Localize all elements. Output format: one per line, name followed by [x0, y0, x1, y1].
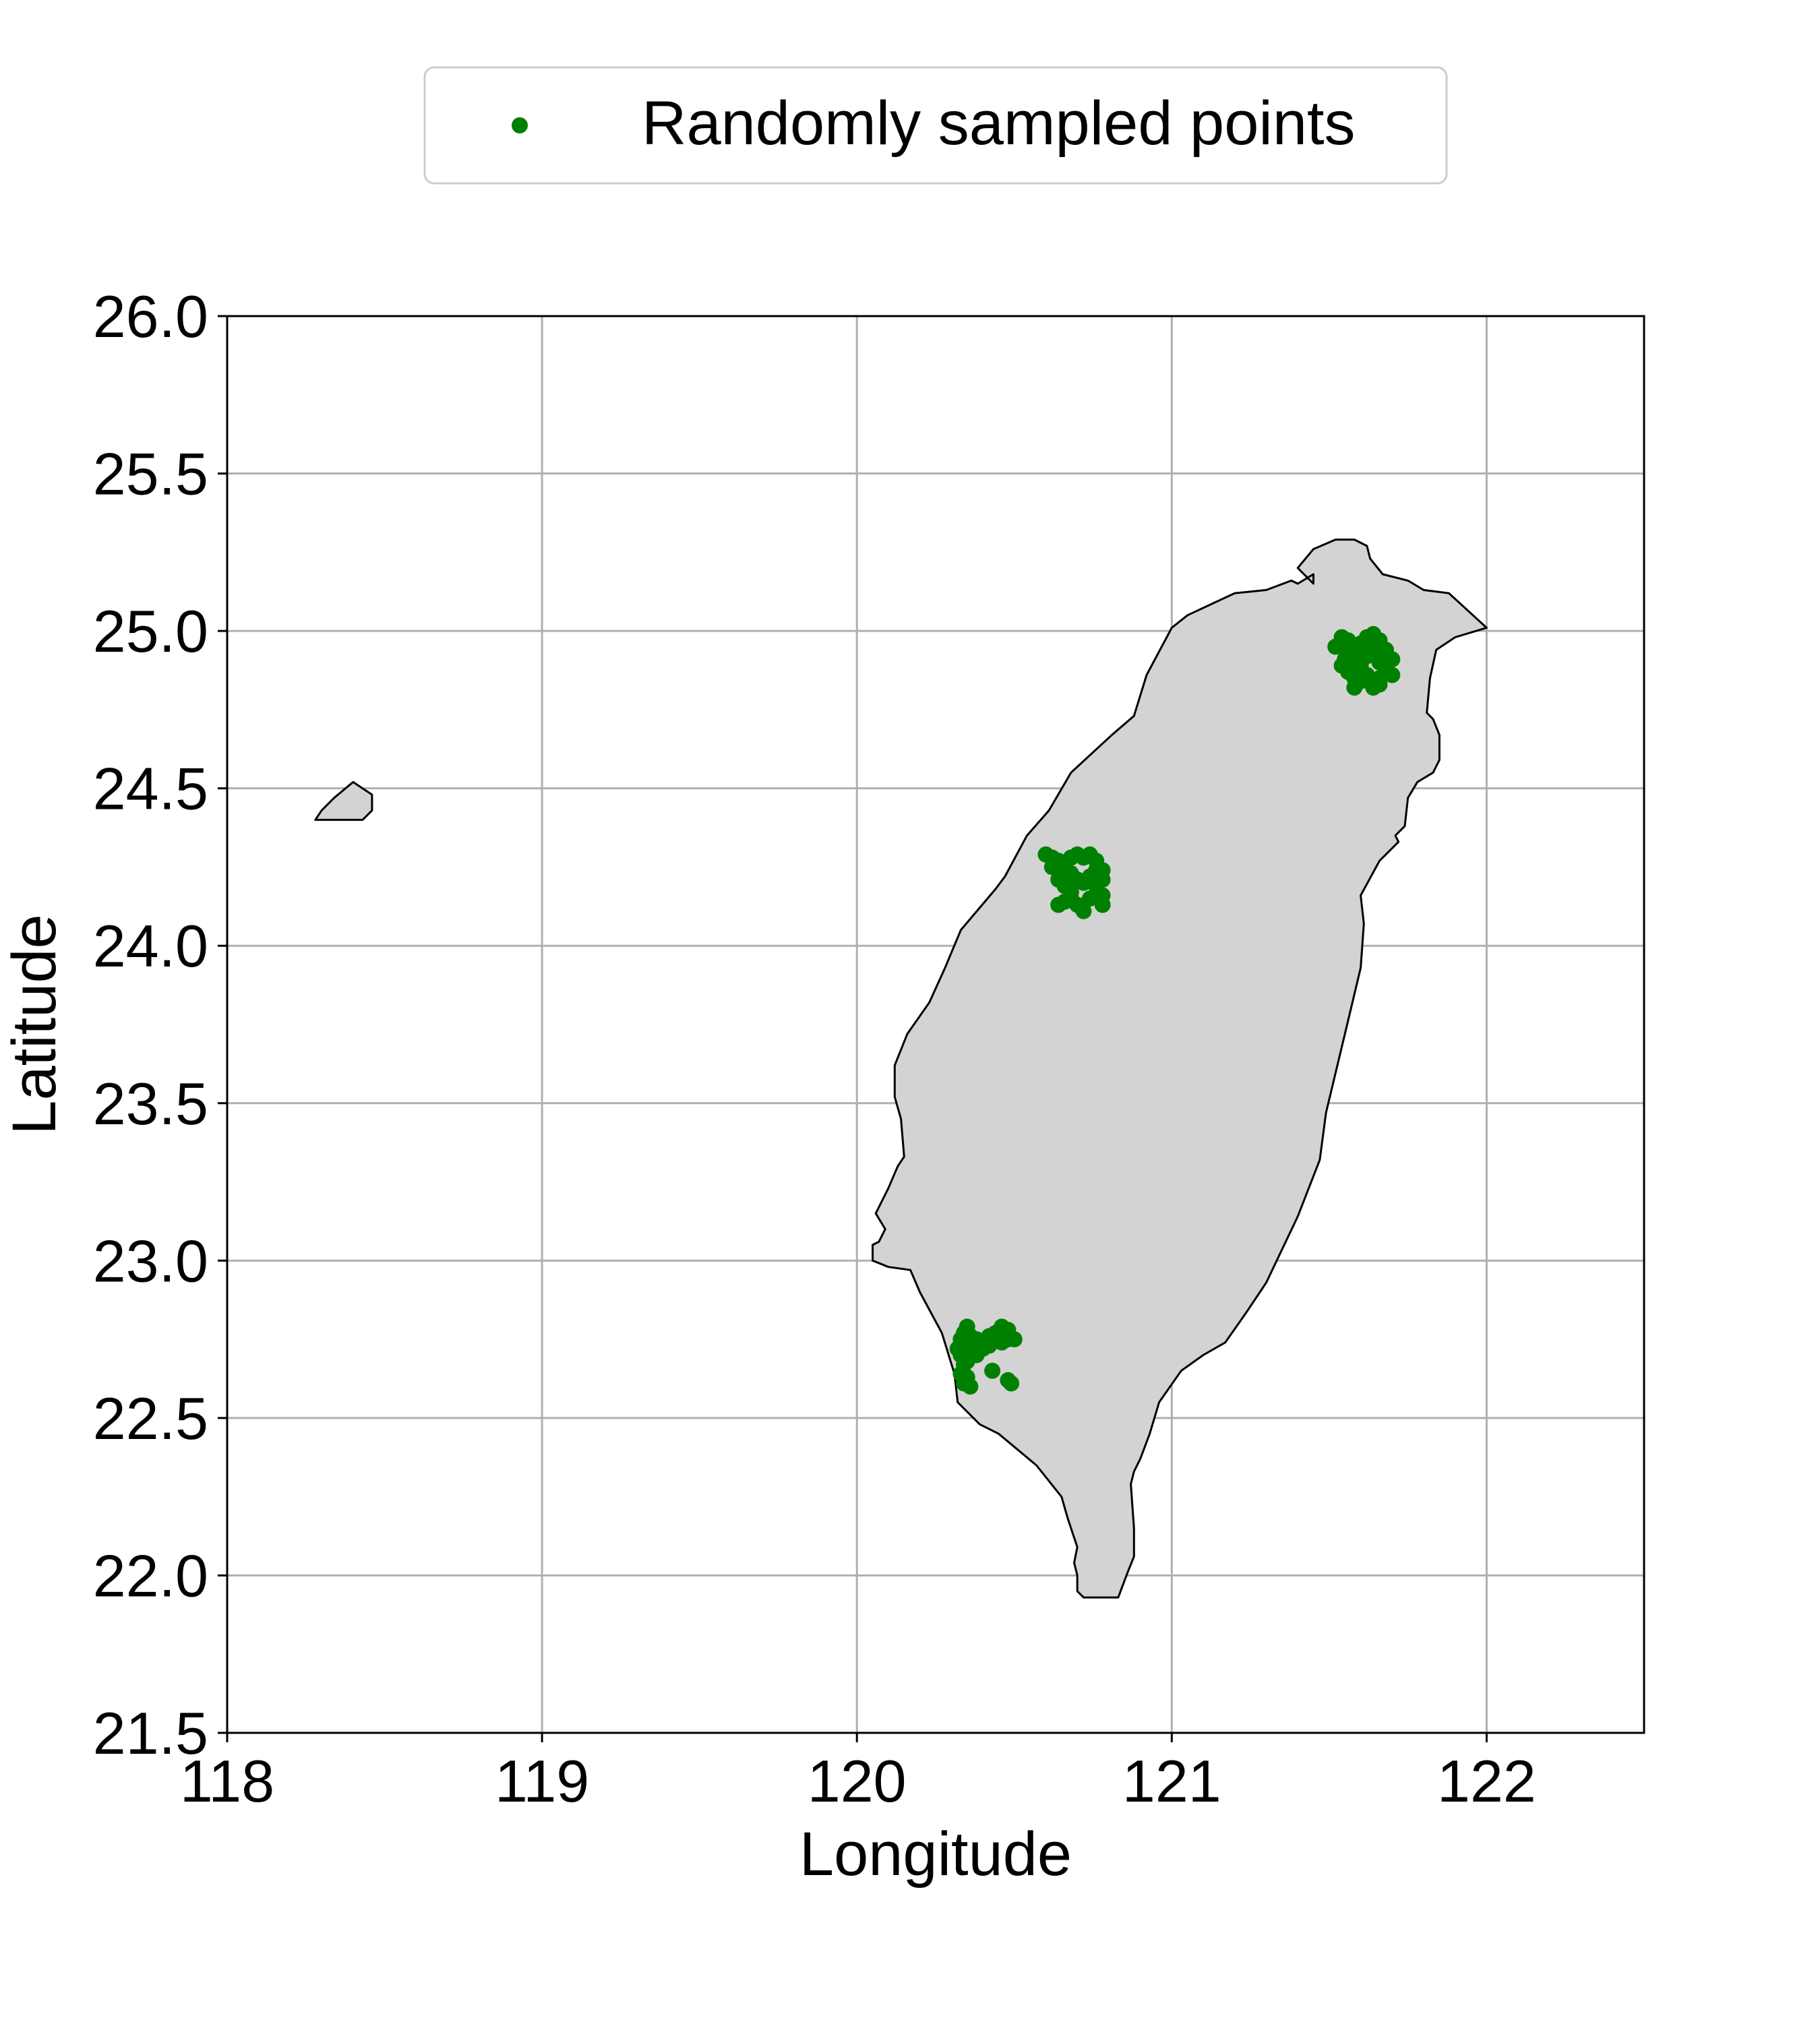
y-tick-label: 25.5: [93, 441, 208, 508]
x-tick-label: 122: [1437, 1748, 1536, 1814]
x-tick-label: 120: [808, 1748, 907, 1814]
scatter-point: [1352, 644, 1369, 661]
y-axis-title: Latitude: [0, 914, 69, 1134]
scatter-point: [1365, 642, 1382, 658]
points-layer: [949, 625, 1401, 1395]
y-tick-label: 24.0: [93, 913, 208, 979]
land-layer: [314, 539, 1488, 1599]
legend-marker: [512, 117, 528, 133]
scatter-point: [1050, 896, 1067, 913]
legend-box: [423, 66, 1448, 185]
y-tick-label: 22.5: [93, 1385, 208, 1452]
land-polygon-kinmen: [314, 780, 373, 821]
scatter-point: [1003, 1375, 1020, 1392]
y-tick-label: 23.5: [93, 1070, 208, 1137]
x-axis-ticks: 118 119 120 121 122: [180, 1733, 1536, 1814]
y-tick-label: 26.0: [93, 283, 208, 350]
plot-frame: [226, 315, 1645, 1734]
x-tick-label: 119: [495, 1748, 589, 1814]
legend: Randomly sampled points: [423, 66, 1448, 185]
x-tick-label: 121: [1122, 1748, 1221, 1814]
x-tick-label: 118: [180, 1748, 274, 1814]
y-tick-label: 21.5: [93, 1700, 208, 1767]
scatter-point: [1346, 679, 1363, 696]
scatter-point: [1062, 884, 1079, 900]
scatter-point: [1081, 890, 1098, 907]
y-tick-label: 25.0: [93, 598, 208, 665]
scatter-point: [1337, 651, 1354, 668]
scatter-point: [1043, 859, 1060, 876]
scatter-point: [959, 1369, 975, 1386]
scatter-point: [1371, 670, 1388, 687]
x-axis-title: Longitude: [799, 1820, 1072, 1889]
land-polygon-taiwan: [872, 539, 1488, 1599]
y-axis-ticks: 21.5 22.0 22.5 23.0 23.5 24.0 24.5 25.0 25.5 26.0: [93, 283, 227, 1767]
legend-label: Randomly sampled points: [642, 89, 1356, 158]
y-tick-label: 23.0: [93, 1227, 208, 1294]
scatter-point: [1094, 896, 1111, 913]
y-tick-label: 22.0: [93, 1542, 208, 1609]
scatter-point: [962, 1337, 979, 1354]
scatter-point: [984, 1362, 1001, 1379]
scatter-point: [1088, 862, 1105, 879]
scatter-point: [1000, 1331, 1017, 1348]
scatter-point: [959, 1353, 975, 1370]
y-tick-label: 24.5: [93, 756, 208, 822]
scatter-point: [1384, 667, 1401, 683]
